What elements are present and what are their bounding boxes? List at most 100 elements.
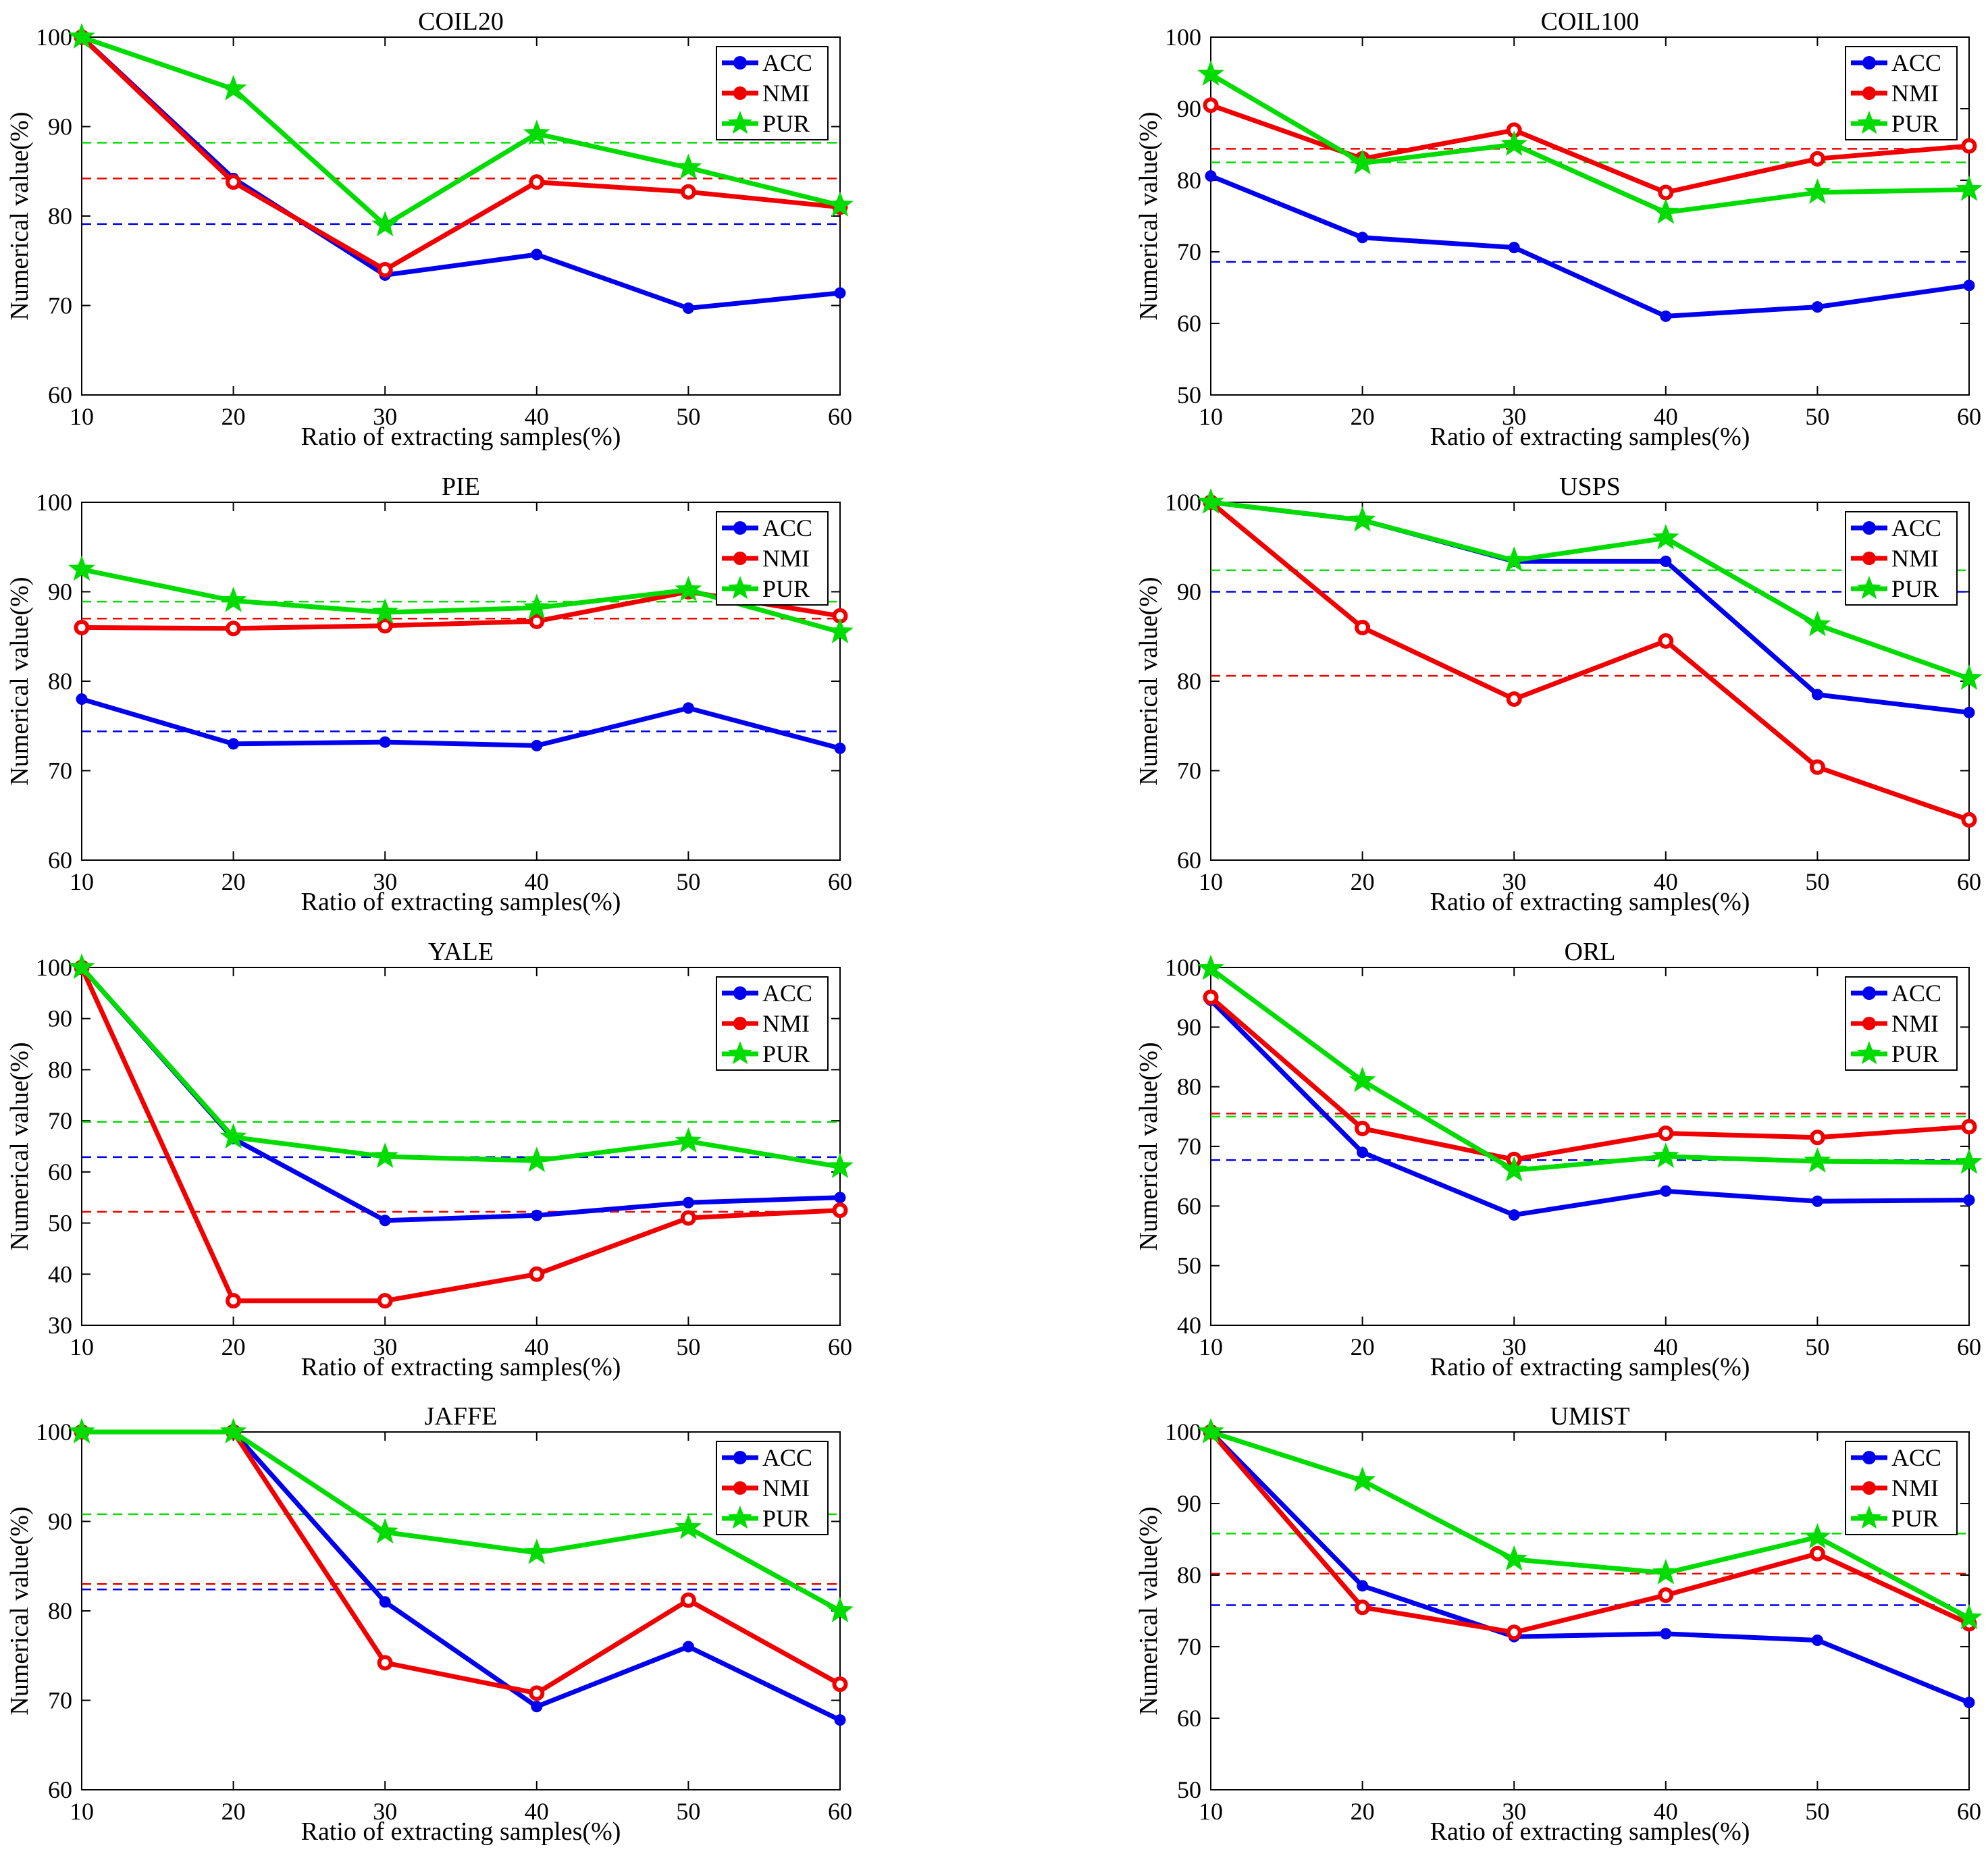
pur-series [68,23,854,237]
x-tick-label: 30 [373,403,397,430]
star-marker-icon [1197,488,1224,514]
star-marker-icon [675,1513,702,1539]
y-tick-label: 80 [1177,1073,1201,1100]
y-tick-label: 100 [1165,954,1201,981]
circle-marker-icon [1862,86,1876,100]
star-marker-icon [727,576,753,600]
y-tick-label: 100 [36,489,72,516]
circle-marker-icon [1660,310,1672,322]
legend: ACC NMI PUR [1845,46,1958,140]
y-tick-label: 60 [1177,1705,1201,1732]
open-circle-marker-icon [377,1293,393,1309]
star-marker-icon [1956,175,1983,201]
circle-marker-icon [1508,242,1520,254]
star-marker-icon [827,618,854,644]
x-tick-label: 10 [1199,1798,1223,1825]
x-tick-label: 30 [1502,1798,1526,1825]
plot-area: 10 20 30 40 50 60 60 70 80 90 100 ACC NMI PUR [36,1418,854,1825]
y-tick-label: 50 [1177,381,1201,408]
subplot-usps: USPS Numerical value(%) Ratio of extract… [994,465,1988,930]
star-marker-icon [1652,198,1679,224]
legend: ACC NMI PUR [1845,511,1958,606]
pur-line [82,1429,841,1614]
circle-marker-icon [733,552,747,565]
star-marker-icon [1500,1156,1528,1182]
open-circle-marker-icon [1961,138,1977,154]
axes: 10 20 30 40 50 60 60 70 80 90 100 [36,24,852,430]
circle-marker-icon [1811,1634,1823,1646]
plot-area: 10 20 30 40 50 60 60 70 80 90 100 ACC NMI PUR [36,489,854,895]
plot-area: 10 20 30 40 50 60 60 70 80 90 100 ACC NMI PUR [36,23,854,430]
y-tick-label: 80 [48,1056,72,1083]
chart-title: COIL100 [1540,7,1640,36]
x-tick-label: 10 [1199,403,1223,430]
pur-series [1197,1418,1983,1630]
x-tick-label: 50 [1805,403,1829,430]
open-circle-marker-icon [226,1293,242,1309]
x-tick-label: 10 [70,1798,94,1825]
open-circle-marker-icon [529,1266,545,1282]
x-tick-label: 60 [1957,1798,1981,1825]
x-axis-label: Ratio of extracting samples(%) [300,423,621,451]
circle-marker-icon [531,1701,543,1713]
open-circle-marker-icon [74,620,90,635]
legend-label: NMI [762,545,810,572]
x-tick-label: 10 [1199,1333,1223,1360]
nmi-line [1209,995,1970,1162]
plot-area: 10 20 30 40 50 60 30 40 50 60 70 80 90 100 ACC NMI PUR [36,953,854,1360]
x-tick-label: 60 [828,1333,852,1360]
circle-marker-icon [379,1215,391,1227]
acc-line [1209,1430,1970,1705]
y-tick-label: 80 [48,1597,72,1624]
plot-area: 10 20 30 40 50 60 60 70 80 90 100 ACC NMI PUR [1165,488,1983,895]
star-marker-icon [1197,1418,1224,1443]
x-tick-label: 20 [1351,1798,1375,1825]
circle-marker-icon [1862,1017,1876,1030]
legend-label: ACC [762,1444,812,1471]
circle-marker-icon [1660,555,1672,567]
open-circle-marker-icon [1809,759,1825,775]
x-tick-label: 50 [676,868,700,895]
star-marker-icon [523,119,550,146]
y-tick-label: 100 [1165,489,1201,516]
x-tick-label: 10 [1199,868,1223,895]
x-tick-label: 50 [1805,1333,1829,1360]
x-tick-label: 30 [373,1333,397,1360]
x-tick-label: 40 [525,1798,549,1825]
star-marker-icon [1856,1506,1882,1529]
circle-marker-icon [379,1596,391,1608]
y-tick-label: 90 [48,1508,72,1535]
nmi-line [1209,500,1970,822]
y-tick-label: 100 [1165,24,1201,51]
y-tick-label: 80 [48,203,72,230]
legend-label: PUR [762,1505,810,1532]
y-tick-label: 60 [48,381,72,408]
x-tick-label: 30 [1502,868,1526,895]
nmi-series [1203,989,1977,1167]
x-tick-label: 20 [1351,868,1375,895]
star-marker-icon [1956,664,1983,690]
y-tick-label: 70 [48,1107,72,1134]
star-marker-icon [1856,111,1882,134]
chart-title: COIL20 [418,7,504,36]
circle-marker-icon [76,693,88,705]
subplot-coil20: COIL20 Numerical value(%) Ratio of extra… [0,0,994,465]
y-tick-label: 100 [36,24,72,51]
star-marker-icon [1804,1147,1831,1173]
star-marker-icon [68,1418,95,1443]
legend: ACC NMI PUR [716,1441,829,1535]
x-axis-label: Ratio of extracting samples(%) [1430,1353,1750,1381]
star-marker-icon [1349,149,1376,175]
x-tick-label: 60 [828,1798,852,1825]
pur-series [1197,488,1983,690]
subplot-coil100: COIL100 Numerical value(%) Ratio of extr… [994,0,1988,465]
axes: 10 20 30 40 50 60 40 50 60 70 80 90 100 [1165,954,1981,1360]
star-marker-icon [523,593,550,620]
star-marker-icon [1500,546,1528,573]
star-marker-icon [1500,130,1528,156]
circle-marker-icon [1862,56,1876,70]
legend-label: NMI [1891,1010,1939,1037]
nmi-line [79,966,841,1304]
x-tick-label: 30 [373,1798,397,1825]
y-tick-label: 50 [48,1210,72,1237]
